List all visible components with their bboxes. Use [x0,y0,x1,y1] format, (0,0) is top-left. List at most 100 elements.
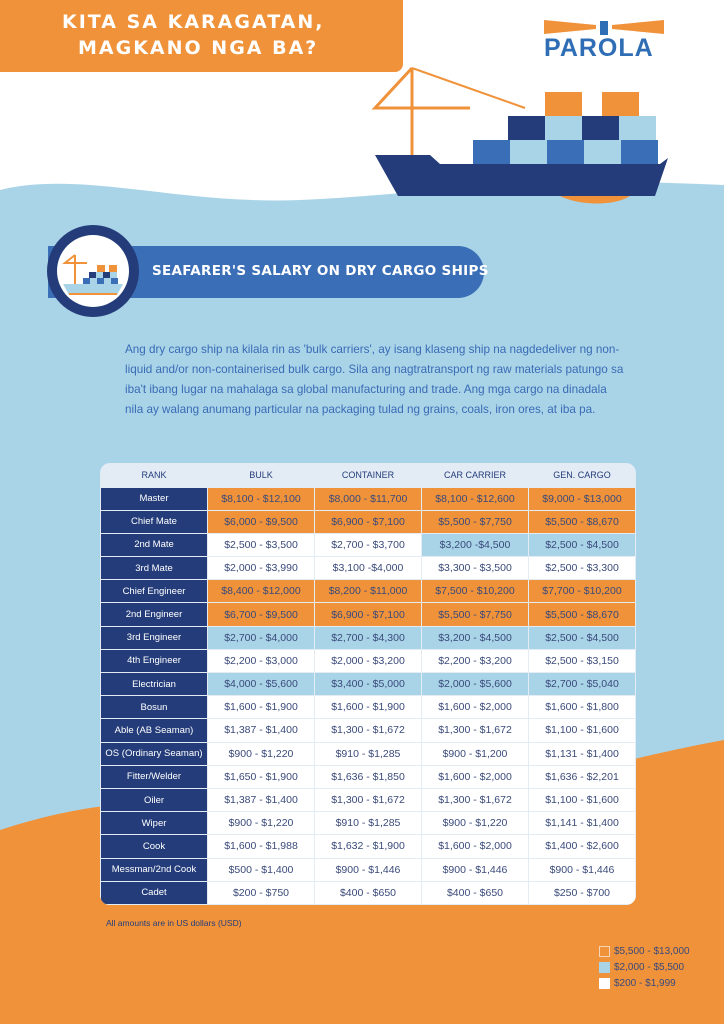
currency-footnote: All amounts are in US dollars (USD) [106,918,242,928]
salary-cell: $1,636 - $1,850 [314,764,422,789]
salary-cell: $1,300 - $1,672 [421,787,529,813]
salary-cell: $900 - $1,220 [207,811,315,836]
legend-item: $200 - $1,999 [599,975,690,991]
salary-cell: $7,500 - $10,200 [421,579,529,604]
salary-cell: $2,700 - $4,300 [314,625,422,650]
logo-wordmark: PAROLA [544,34,654,62]
salary-cell: $1,600 - $2,000 [421,834,529,859]
table-row: Chief Mate $6,000 - $9,500 $6,900 - $7,100… [100,509,636,534]
salary-cell: $3,400 - $5,000 [314,671,422,697]
legend-swatch [599,945,610,957]
rank-cell: 3rd Mate [100,556,208,581]
table-row: Chief Engineer $8,400 - $12,000 $8,200 - $… [100,579,636,604]
table-row: Oiler $1,387 - $1,400 $1,300 - $1,672 $1,30… [100,787,636,813]
table-header-row: RANK BULK CONTAINER CAR CARRIER GEN. CARGO [101,463,636,487]
rank-cell: 2nd Engineer [100,602,208,627]
section-badge [47,225,139,317]
salary-cell: $3,100 -$4,000 [314,556,422,581]
salary-cell: $6,700 - $9,500 [207,602,315,627]
salary-table: RANK BULK CONTAINER CAR CARRIER GEN. CARGO M… [100,463,636,905]
salary-cell: $2,500 - $3,500 [207,532,315,558]
salary-cell: $250 - $700 [528,880,636,905]
legend-item: $2,000 - $5,500 [599,959,690,975]
salary-cell: $1,600 - $1,900 [207,695,315,720]
salary-cell: $2,500 - $4,500 [528,625,636,650]
rank-cell: Cook [100,834,208,859]
salary-cell: $1,600 - $1,800 [528,695,636,720]
table-row: 2nd Engineer $6,700 - $9,500 $6,900 - $7,1… [100,602,636,627]
salary-cell: $910 - $1,285 [314,811,422,836]
table-row: 4th Engineer $2,200 - $3,000 $2,000 - $3,2… [100,648,636,674]
salary-cell: $1,131 - $1,400 [528,741,636,766]
salary-cell: $5,500 - $8,670 [528,602,636,627]
salary-cell: $900 - $1,446 [421,857,529,882]
salary-cell: $3,300 - $3,500 [421,556,529,581]
lighthouse-beam-icon [544,20,664,35]
salary-cell: $1,400 - $2,600 [528,834,636,859]
salary-cell: $1,100 - $1,600 [528,718,636,743]
table-row: 3rd Engineer $2,700 - $4,000 $2,700 - $4,3… [100,625,636,650]
rank-cell: Able (AB Seaman) [100,718,208,743]
legend-item: $5,500 - $13,000 [599,943,690,959]
rank-cell: Chief Engineer [100,579,208,604]
salary-cell: $1,141 - $1,400 [528,811,636,836]
salary-cell: $5,500 - $7,750 [421,602,529,627]
intro-paragraph: Ang dry cargo ship na kilala rin as 'bul… [125,343,624,416]
table-row: Fitter/Welder $1,650 - $1,900 $1,636 - $1,… [100,764,636,789]
rank-cell: Master [100,486,208,511]
salary-cell: $400 - $650 [421,880,529,905]
rank-cell: Wiper [100,811,208,836]
rank-cell: 4th Engineer [100,648,208,674]
salary-cell: $1,632 - $1,900 [314,834,422,859]
salary-cell: $1,600 - $2,000 [421,695,529,720]
salary-cell: $9,000 - $13,000 [528,486,636,511]
column-header: BULK [249,469,273,480]
salary-cell: $500 - $1,400 [207,857,315,882]
page-title: KITA SA KARAGATAN, MAGKANO NGA BA? [0,0,403,72]
salary-cell: $6,000 - $9,500 [207,509,315,534]
salary-cell: $2,200 - $3,200 [421,648,529,674]
parola-logo: PAROLA [540,18,668,62]
cargo-ship-illustration [371,66,668,204]
rank-cell: Electrician [100,671,208,697]
salary-cell: $8,100 - $12,100 [207,486,315,511]
table-row: Electrician $4,000 - $5,600 $3,400 - $5,00… [100,671,636,697]
rank-cell: Oiler [100,787,208,813]
salary-cell: $900 - $1,446 [528,857,636,882]
salary-cell: $2,000 - $3,990 [207,556,315,581]
rank-cell: OS (Ordinary Seaman) [100,741,208,766]
title-line-1: KITA SA KARAGATAN, [62,11,325,33]
salary-cell: $1,300 - $1,672 [421,718,529,743]
salary-cell: $1,600 - $1,900 [314,695,422,720]
salary-cell: $910 - $1,285 [314,741,422,766]
table-row: Master $8,100 - $12,100 $8,000 - $11,700 $8… [100,486,636,511]
salary-cell: $3,200 -$4,500 [421,532,529,558]
table-row: OS (Ordinary Seaman) $900 - $1,220 $910 - … [100,741,636,766]
salary-cell: $1,300 - $1,672 [314,787,422,813]
legend-label: $5,500 - $13,000 [614,945,690,957]
salary-cell: $2,500 - $4,500 [528,532,636,558]
salary-cell: $3,200 - $4,500 [421,625,529,650]
rank-cell: 3rd Engineer [100,625,208,650]
rank-cell: 2nd Mate [100,532,208,558]
salary-cell: $1,650 - $1,900 [207,764,315,789]
salary-cell: $1,100 - $1,600 [528,787,636,813]
salary-cell: $400 - $650 [314,880,422,905]
salary-cell: $2,500 - $3,300 [528,556,636,581]
title-line-2: MAGKANO NGA BA? [78,37,319,59]
cargo-ship-icon [62,254,123,295]
rank-cell: Bosun [100,695,208,720]
salary-cell: $200 - $750 [207,880,315,905]
salary-cell: $900 - $1,446 [314,857,422,882]
salary-cell: $8,100 - $12,600 [421,486,529,511]
salary-cell: $2,700 - $3,700 [314,532,422,558]
salary-cell: $8,000 - $11,700 [314,486,422,511]
column-header: GEN. CARGO [553,469,611,480]
salary-cell: $1,600 - $1,988 [207,834,315,859]
salary-cell: $1,636 - $2,201 [528,764,636,789]
salary-cell: $1,387 - $1,400 [207,787,315,813]
salary-cell: $2,000 - $3,200 [314,648,422,674]
salary-cell: $900 - $1,220 [207,741,315,766]
salary-cell: $5,500 - $8,670 [528,509,636,534]
salary-cell: $7,700 - $10,200 [528,579,636,604]
